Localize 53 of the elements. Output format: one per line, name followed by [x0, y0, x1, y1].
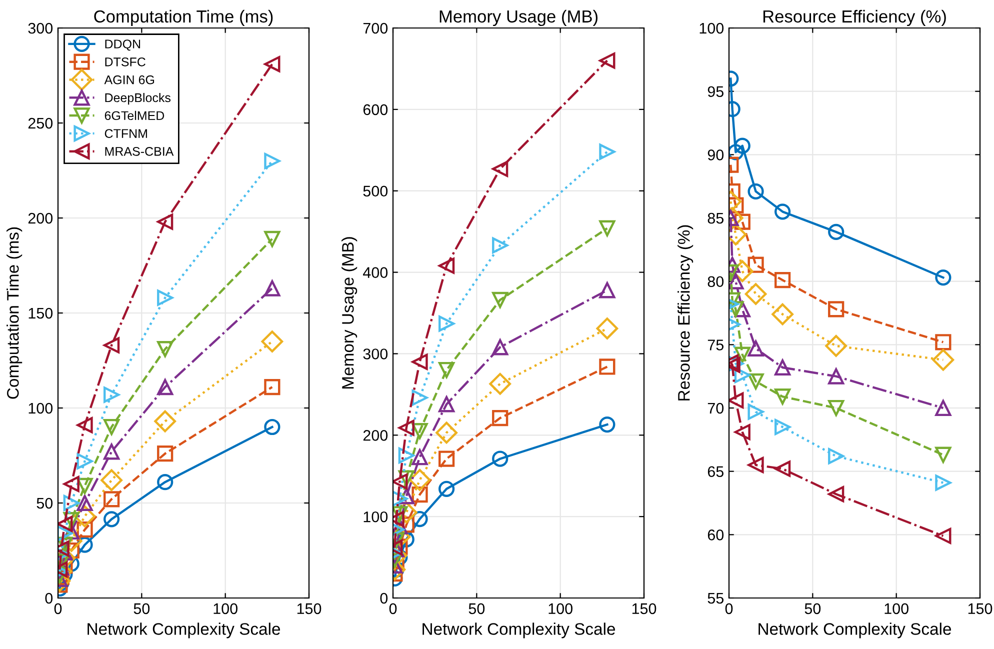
- y-tick-label: 50: [36, 498, 53, 509]
- y-tick-label: 200: [363, 430, 388, 441]
- y-tick-label: 70: [708, 402, 724, 414]
- y-tick-label: 95: [708, 86, 724, 98]
- y-axis-title: Resource Efficiency (%): [678, 225, 694, 400]
- y-tick-label: 65: [708, 466, 724, 478]
- y-tick-label: 85: [708, 212, 724, 224]
- x-tick-label: 0: [725, 603, 733, 614]
- x-tick-label: 50: [134, 603, 150, 614]
- y-tick-label: 250: [28, 118, 53, 129]
- legend-label: 6GTelMED: [104, 110, 164, 120]
- y-tick-label: 0: [45, 592, 53, 604]
- x-tick-label: 0: [54, 603, 62, 614]
- y-tick-label: 100: [28, 402, 53, 414]
- legend-label: CTFNM: [104, 129, 147, 138]
- y-tick-label: 0: [380, 592, 388, 604]
- y-tick-label: 55: [708, 593, 724, 604]
- x-tick-label: 150: [632, 603, 656, 614]
- x-axis-title: Network Complexity Scale: [88, 622, 280, 638]
- x-tick-label: 150: [297, 603, 322, 614]
- y-tick-label: 150: [28, 308, 53, 319]
- x-tick-label: 150: [968, 603, 992, 614]
- y-tick-label: 300: [363, 348, 388, 360]
- y-tick-label: 500: [363, 186, 388, 197]
- y-tick-label: 90: [708, 150, 724, 160]
- y-tick-label: 700: [363, 22, 388, 34]
- x-axis-title: Network Complexity Scale: [422, 622, 616, 638]
- chart-title: Memory Usage (MB): [440, 10, 598, 26]
- x-axis-title: Network Complexity Scale: [758, 622, 952, 638]
- y-tick-label: 80: [708, 276, 724, 288]
- x-tick-label: 100: [884, 603, 908, 614]
- legend-label: AGIN 6G: [104, 75, 154, 84]
- y-axis-title: Memory Usage (MB): [342, 237, 358, 388]
- y-tick-label: 600: [363, 104, 388, 116]
- x-tick-label: 50: [468, 603, 485, 614]
- y-axis-title: Computation Time (ms): [6, 227, 22, 399]
- y-tick-label: 100: [364, 511, 388, 522]
- y-tick-label: 400: [363, 267, 388, 278]
- y-tick-label: 300: [28, 22, 53, 34]
- legend-label: DDQN: [105, 40, 140, 51]
- x-tick-label: 100: [548, 603, 572, 614]
- legend-label: DTSFC: [105, 57, 146, 66]
- chart-title: Computation Time (ms): [94, 10, 273, 26]
- chart-title: Resource Efficiency (%): [763, 10, 946, 26]
- x-tick-label: 50: [804, 603, 821, 614]
- y-tick-label: 200: [28, 212, 53, 224]
- y-tick-label: 60: [708, 530, 724, 540]
- y-tick-label: 100: [700, 22, 724, 34]
- y-tick-label: 75: [708, 340, 724, 350]
- legend-label: DeepBlocks: [105, 92, 170, 105]
- legend-label: MRAS-CBIA: [105, 146, 174, 156]
- x-tick-label: 100: [214, 603, 238, 614]
- x-tick-label: 0: [389, 603, 397, 614]
